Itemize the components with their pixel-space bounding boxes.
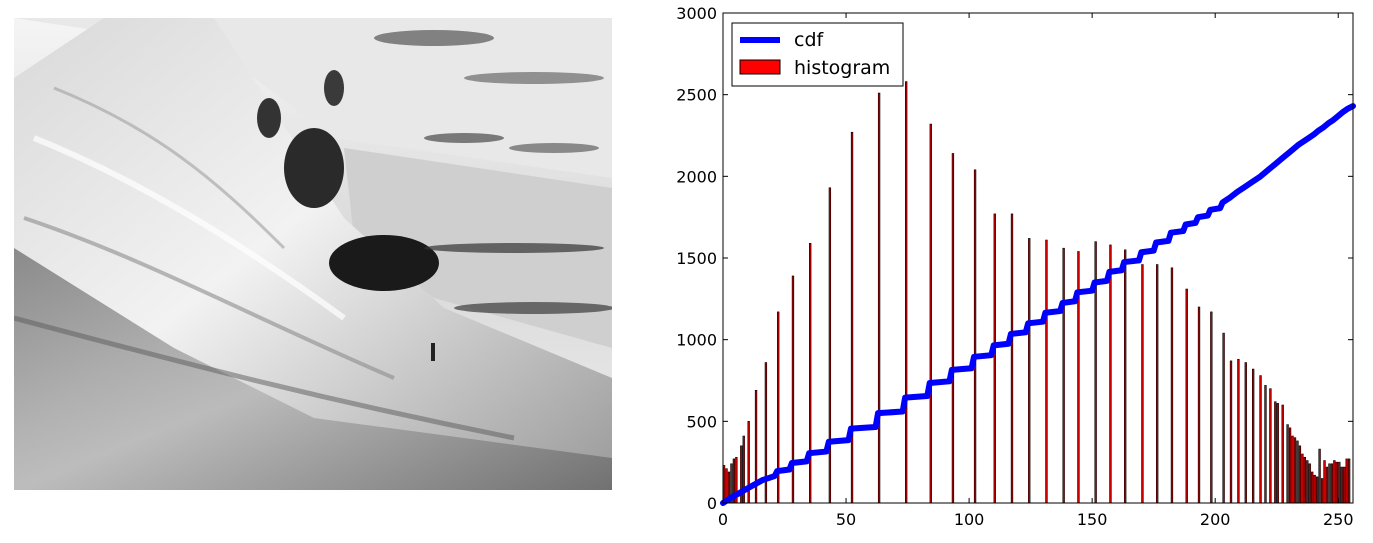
histogram-bar (905, 81, 908, 504)
histogram-bars (722, 81, 1351, 504)
histogram-bar (828, 187, 832, 504)
histogram-bar (1170, 267, 1174, 504)
histogram-bar (1347, 458, 1351, 504)
histogram-bar (1045, 239, 1048, 504)
histogram-bar (1286, 424, 1289, 504)
legend: cdf histogram (731, 22, 904, 87)
histogram-bar (993, 213, 996, 504)
histogram-bar (1293, 437, 1297, 504)
cdf-line (720, 103, 1356, 506)
histogram-bar (1062, 247, 1065, 504)
histogram-bar (1308, 463, 1311, 504)
histogram-bar (1301, 453, 1304, 504)
histogram-bar (1274, 401, 1277, 504)
histogram-bar (1291, 435, 1294, 504)
histogram-bar (1028, 238, 1031, 504)
x-tick-label: 150 (1077, 510, 1108, 529)
histogram-bar (1306, 460, 1309, 504)
y-tick-label: 500 (686, 412, 717, 431)
histogram-bar (929, 123, 932, 504)
histogram-bar (951, 153, 955, 504)
histogram-bar (1010, 213, 1014, 504)
histogram-bar (1303, 456, 1306, 504)
histogram-bar (1340, 466, 1343, 504)
legend-histogram-swatch (739, 59, 781, 75)
histogram-bar (1338, 461, 1341, 504)
histogram-bar (877, 92, 881, 504)
histogram-bar (1315, 476, 1319, 504)
histogram-bar (1345, 458, 1348, 504)
landscape-photo-image (13, 18, 614, 490)
x-tick-label: 250 (1323, 510, 1354, 529)
legend-cdf-label: cdf (794, 29, 825, 51)
histogram-bar (1320, 478, 1324, 504)
y-tick-label: 1500 (676, 249, 717, 268)
histogram-bar (1229, 360, 1233, 504)
histogram-bar (1323, 460, 1326, 504)
histogram-bar (1141, 264, 1144, 504)
histogram-bar (1325, 466, 1329, 504)
histogram-chart: 0 50 100 150 200 250 0 500 1000 1500 2000 2500 3000 … (660, 0, 1373, 539)
x-tick-label: 50 (836, 510, 856, 529)
histogram-bar (1251, 368, 1255, 504)
histogram-bar (1313, 474, 1316, 504)
histogram-bar (1109, 244, 1112, 504)
histogram-bar (1311, 471, 1314, 504)
y-tick-label: 2000 (676, 167, 717, 186)
histogram-bar (1281, 404, 1284, 504)
histogram-bar (1276, 403, 1279, 504)
histogram-bar (1197, 306, 1201, 504)
cdf-line-layer (720, 103, 1356, 506)
histogram-bar (1343, 466, 1346, 504)
histogram-bar (1210, 311, 1213, 504)
histogram-bar (1298, 445, 1302, 504)
histogram-bar (1156, 264, 1159, 504)
histogram-bar (1335, 461, 1338, 504)
histogram-bar (1244, 362, 1247, 504)
histogram-bar (1185, 288, 1188, 504)
x-tick-label: 200 (1200, 510, 1231, 529)
histogram-bar (1259, 375, 1262, 504)
histogram-bar (1237, 358, 1240, 504)
histogram-bar (809, 243, 812, 504)
histogram-bar (1222, 332, 1225, 504)
histogram-chart-svg: 0 50 100 150 200 250050010001500200025003000 … (676, 4, 1356, 529)
histogram-bar (1333, 460, 1336, 504)
histogram-bar (1328, 463, 1331, 504)
histogram-bar (1296, 440, 1299, 504)
x-tick-label: 100 (954, 510, 985, 529)
y-tick-label: 2500 (676, 86, 717, 105)
y-tick-label: 1000 (676, 331, 717, 350)
histogram-bar (1318, 448, 1321, 504)
histogram-bar (850, 131, 854, 504)
y-tick-label: 3000 (676, 4, 717, 23)
histogram-bar (973, 169, 977, 504)
histogram-bar (1330, 463, 1334, 504)
x-tick-label: 0 (718, 510, 728, 529)
landscape-photo (13, 18, 614, 490)
histogram-bar (1124, 249, 1127, 504)
y-tick-label: 0 (707, 494, 717, 513)
histogram-bar (1288, 427, 1292, 504)
legend-histogram-label: histogram (794, 57, 890, 79)
legend-box (731, 22, 904, 87)
histogram-bar (1269, 388, 1272, 504)
histogram-bar (1264, 385, 1267, 504)
